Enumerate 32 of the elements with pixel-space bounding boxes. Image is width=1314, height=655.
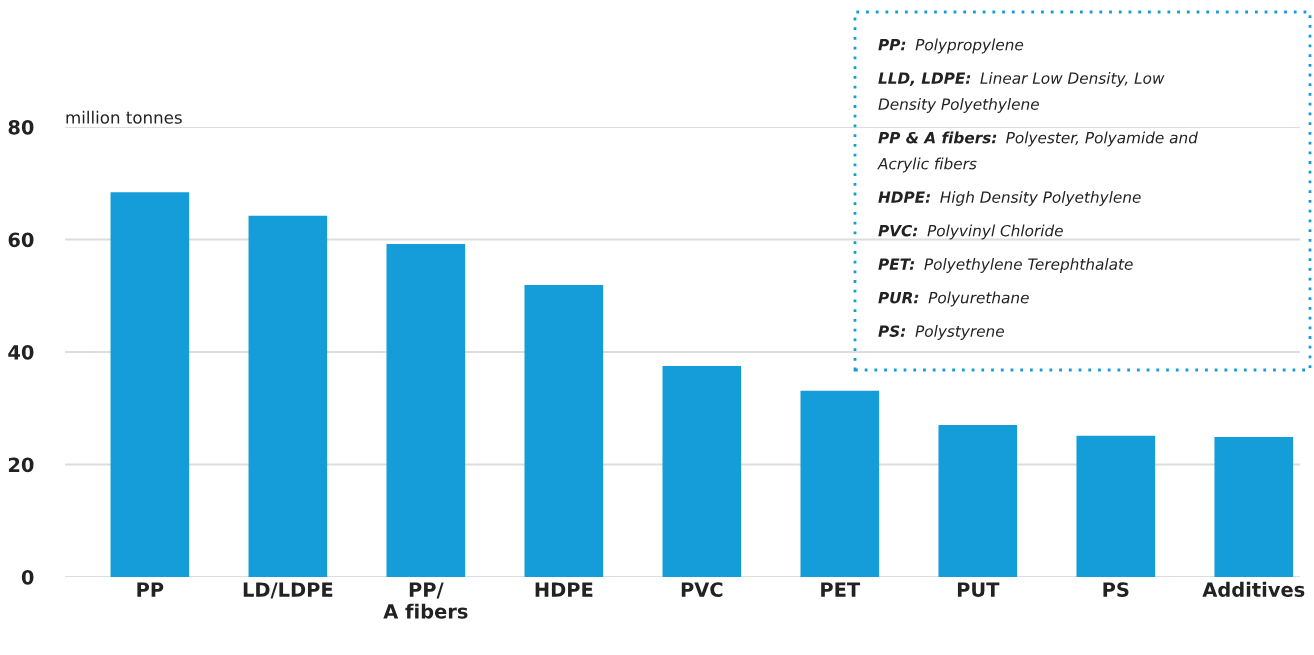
y-tick-label: 0: [21, 569, 34, 585]
y-axis-title: million tonnes: [66, 110, 182, 124]
y-tick-label: 60: [8, 232, 34, 248]
bar: [662, 366, 742, 577]
x-tick-label: PP: [137, 582, 164, 597]
text: PP & A fibers: Polyester, Polyamide and Acrylic fibers: [877, 131, 1198, 173]
x-tick-label: PVC: [681, 582, 723, 597]
x-tick-label: PET: [821, 582, 861, 597]
annotation: PET: Polyethylene Terephthalate: [878, 258, 1133, 273]
bar: [110, 192, 190, 577]
bar: [1076, 435, 1156, 577]
x-tick-label: Additives: [1202, 581, 1305, 597]
x-tick-label: PUT: [957, 582, 1000, 597]
bar: [248, 215, 328, 577]
x-tick-label: PS: [1103, 582, 1129, 597]
bar: [1214, 436, 1294, 577]
y-tick-label: 20: [8, 457, 34, 473]
x-tick-label: LD/LDPE: [243, 582, 333, 599]
bar: [938, 425, 1018, 577]
y-tick-label: 80: [8, 119, 34, 135]
bar: [800, 390, 880, 577]
x-tick-label: HDPE: [535, 582, 593, 597]
y-tick-label: 40: [8, 344, 34, 360]
text: LLD, LDPE: Linear Low Density, Low Density Polyethylene: [878, 72, 1165, 113]
x-tick-label: PP/ A fibers: [383, 582, 468, 619]
annotation: PVC: Polyvinyl Chloride: [878, 224, 1063, 240]
annotation: PS: Polystyrene: [878, 325, 1004, 340]
bar: [524, 285, 604, 577]
text: PP: Polypropylene: [878, 38, 1024, 54]
bar: [386, 244, 466, 577]
annotation: HDPE: High Density Polyethylene: [878, 191, 1141, 206]
annotation: PUR: Polyurethane: [878, 291, 1029, 307]
